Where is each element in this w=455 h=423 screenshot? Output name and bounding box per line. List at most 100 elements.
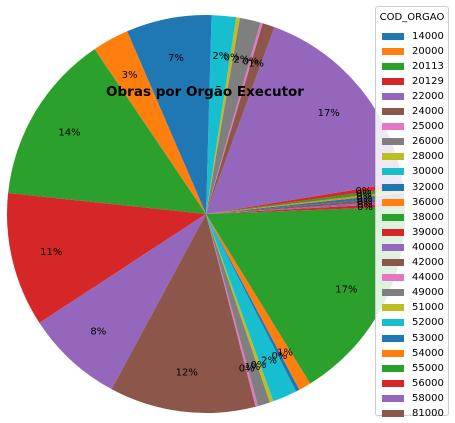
legend-swatch [382,228,404,236]
pie-label-25000: 0% [243,57,259,68]
legend-item-25000: 25000 [382,120,444,134]
legend-item-58000: 58000 [382,391,444,405]
legend-item-20000: 20000 [382,44,444,58]
pie-slice-38000 [8,49,206,215]
pie-slice-54000 [206,214,311,390]
pie-label-55000: 17% [335,285,357,296]
legend-label: 14000 [412,30,444,42]
legend-label: 52000 [412,317,444,329]
legend-label: 58000 [412,392,444,404]
pie-slice-20129 [206,181,404,214]
legend-swatch [382,138,404,146]
pie-label-36000: 3% [122,70,138,81]
legend-item-24000: 24000 [382,105,444,119]
pie-label-58000: 0% [357,200,373,211]
legend-label: 30000 [412,166,444,178]
legend-swatch [382,62,404,70]
legend-label: 42000 [412,257,444,268]
pie-label-49000: 1% [244,362,260,373]
pie-slices [7,15,406,414]
pie-label-40000: 8% [90,327,106,338]
pie-slice-49000 [206,214,270,407]
legend-label: 36000 [412,196,444,208]
pie-label-56000: 0% [357,202,373,213]
legend-item-52000: 52000 [382,316,444,330]
legend-swatch [382,47,404,55]
legend: COD_ORGAO 14000 20000 20113 20129 22000 24000… [375,6,449,419]
pie-slice-58000 [206,200,405,214]
pie-slice-25000 [206,22,263,214]
legend-item-38000: 38000 [382,210,444,224]
pie-label-26000: 2% [233,54,249,65]
legend-swatch [382,243,404,251]
legend-swatch [382,274,404,282]
pie-label-39000: 11% [40,247,62,258]
pie-slice-56000 [206,202,405,214]
pie-slice-53000 [206,214,300,392]
legend-swatch [382,289,404,297]
legend-label: 22000 [412,90,444,102]
legend-swatch [382,92,404,100]
pie-slice-52000 [206,214,297,402]
pie-label-52000: 2% [261,356,277,367]
legend-item-26000: 26000 [382,135,444,149]
pie-label-32000: 7% [168,53,184,64]
legend-item-53000: 53000 [382,331,444,345]
legend-label: 53000 [412,332,444,344]
pie-slice-20000 [206,190,404,214]
legend-item-44000: 44000 [382,271,444,285]
legend-item-20113: 20113 [382,59,444,73]
legend-item-42000: 42000 [382,256,444,270]
legend-swatch [382,77,404,85]
pie-slice-30000 [206,15,237,214]
legend-item-30000: 30000 [382,165,444,179]
pie-label-53000: 0% [271,351,287,362]
legend-label: 25000 [412,121,444,133]
pie-label-51000: 0% [251,360,267,371]
legend-swatch [382,198,404,206]
legend-label: 26000 [412,136,444,148]
pie-slice-26000 [206,17,261,215]
pie-label-24000: 1% [248,58,264,69]
legend-swatch [382,304,404,312]
pie-label-30000: 2% [212,51,228,62]
pie-slice-28000 [206,17,240,214]
legend-title: COD_ORGAO [379,12,445,23]
pie-slice-42000 [111,214,256,414]
legend-swatch [382,183,404,191]
legend-swatch [382,213,404,221]
pie-label-22000: 17% [318,108,340,119]
pie-label-20129: 0% [355,186,371,197]
pie-label-20113: 0% [356,189,372,200]
pie-slice-20113 [206,186,404,214]
legend-swatch [382,108,404,115]
pie-label-38000: 14% [58,128,80,139]
legend-label: 20000 [412,45,444,57]
pie-slice-51000 [206,214,274,403]
legend-item-28000: 28000 [382,150,444,164]
pie-slice-39000 [7,193,206,323]
legend-item-51000: 51000 [382,301,444,315]
pie-slice-32000 [127,15,212,214]
legend-swatch [382,364,404,372]
legend-label: 54000 [412,347,444,359]
legend-label: 32000 [412,181,444,193]
legend-swatch [382,32,404,40]
legend-label: 81000 [412,408,444,419]
pie-label-14000: 0% [357,194,373,205]
legend-item-54000: 54000 [382,346,444,360]
legend-label: 38000 [412,211,444,223]
pie-slice-44000 [206,214,259,407]
legend-item-40000: 40000 [382,240,444,254]
legend-item-36000: 36000 [382,195,444,209]
legend-label: 39000 [412,226,444,238]
chart-title: Obras por Orgão Executor [106,84,304,100]
legend-item-32000: 32000 [382,180,444,194]
legend-label: 20129 [412,75,444,87]
legend-label: 49000 [412,287,444,299]
legend-swatch [382,349,404,357]
pie-slice-36000 [94,31,206,215]
pie-label-20000: 0% [356,192,372,203]
pie-label-44000: 0% [239,363,255,374]
